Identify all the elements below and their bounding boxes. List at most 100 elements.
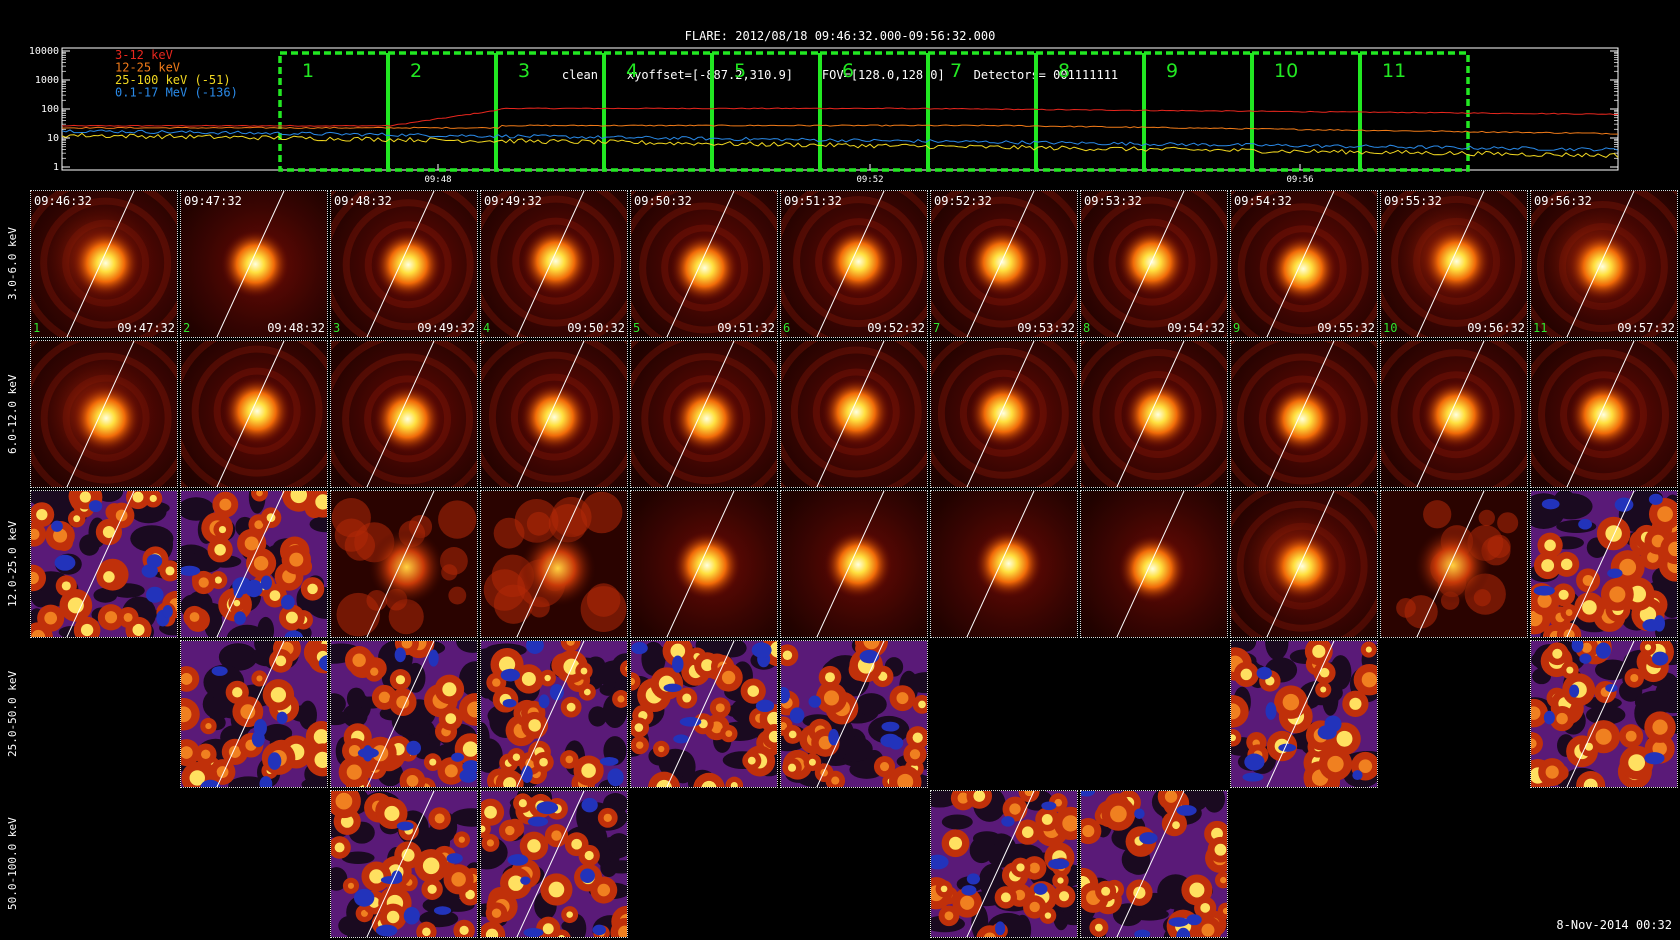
noise-dark — [346, 687, 366, 710]
noise-blue — [1134, 929, 1151, 937]
noise-blue — [859, 649, 880, 664]
solar-limb — [816, 491, 885, 637]
noise-blob-core — [863, 641, 880, 650]
noise-blob-core — [256, 491, 263, 497]
noise-blob-core — [290, 491, 308, 504]
noise-dark — [226, 624, 268, 637]
image-tile: 09:50:32 09:51:32 5 — [630, 190, 778, 338]
ring-artifact — [661, 224, 749, 312]
image-tile — [1530, 490, 1678, 638]
ring-artifact — [790, 346, 922, 478]
noise-dark — [607, 833, 627, 855]
ring-artifact — [1538, 349, 1670, 481]
y-tick-label: 1000 — [35, 75, 59, 86]
ring-artifact — [1236, 353, 1368, 485]
image-tile — [930, 790, 1078, 938]
noise-blob-core — [270, 687, 287, 703]
noise-blob-core — [254, 520, 264, 530]
noise-blob-core — [1629, 585, 1647, 603]
noise-blob-core — [1361, 672, 1377, 688]
legend-entry: 12-25 keV — [115, 61, 180, 75]
noise-blob-core — [219, 498, 232, 511]
tile-start-time: 09:53:32 — [1084, 194, 1142, 208]
source-blob — [974, 529, 1043, 598]
source-blob — [673, 531, 742, 600]
noise-blob-core — [571, 838, 583, 850]
noise-blob-core — [1172, 821, 1180, 830]
noise-blob-core — [527, 839, 541, 853]
noise-blob-core — [1358, 759, 1373, 773]
tile-image — [481, 191, 627, 337]
tile-image — [631, 341, 777, 487]
tile-image — [1081, 791, 1227, 937]
noise-blob-core — [1336, 730, 1353, 747]
noise-blob-core — [715, 703, 725, 713]
y-tick-label: 1 — [53, 162, 59, 173]
tile-end-time: 09:57:32 — [1617, 321, 1675, 335]
image-tile — [1080, 490, 1228, 638]
noise-blob-core — [307, 583, 318, 595]
noise-blob-core — [581, 763, 596, 778]
image-tile: 09:48:32 09:49:32 3 — [330, 190, 478, 338]
noise-blue — [260, 575, 272, 590]
noise-blob-core — [285, 611, 298, 624]
solar-limb — [1266, 491, 1335, 637]
noise-blob-core — [232, 687, 243, 698]
image-tile: 09:54:32 09:55:32 9 — [1230, 190, 1378, 338]
noise-blob-core — [1082, 825, 1095, 838]
interval-number: 1 — [302, 60, 314, 82]
noise-blob-core — [395, 675, 406, 685]
image-tile — [1230, 340, 1378, 488]
noise-blob-core — [102, 525, 115, 539]
noise-blue — [1543, 710, 1555, 725]
noise-blob-outer — [1018, 791, 1040, 803]
source-blob — [1118, 534, 1187, 603]
image-tile — [630, 490, 778, 638]
noise-blue — [1134, 808, 1145, 819]
image-tile: 09:56:32 09:57:32 11 — [1530, 190, 1678, 338]
noise-blob-core — [442, 682, 457, 697]
noise-blue — [318, 655, 327, 672]
solar-limb — [966, 491, 1035, 637]
tile-interval-number: 7 — [933, 321, 941, 335]
header-title: FLARE: 2012/08/18 09:46:32.000-09:56:32.… — [684, 29, 996, 43]
noise-blue — [1595, 642, 1612, 659]
solar-limb — [816, 341, 885, 487]
noise-blue — [751, 642, 772, 658]
noise-blob-core — [370, 667, 379, 676]
ring-artifact — [641, 353, 773, 485]
noise-blue — [446, 853, 463, 864]
noise-blob-outer — [725, 776, 744, 787]
noise-blob-core — [334, 842, 345, 853]
noise-blue — [523, 927, 544, 937]
noise-blue — [781, 686, 790, 704]
ring-artifact — [1258, 375, 1346, 463]
image-tile — [330, 340, 478, 488]
image-tile: 09:55:32 09:56:32 10 — [1380, 190, 1528, 338]
noise-blob-core — [558, 934, 565, 937]
ring-artifact — [1114, 371, 1202, 459]
noise-blob-core — [618, 925, 627, 937]
noise-blob-core — [205, 722, 212, 730]
ring-artifact — [815, 218, 903, 306]
noise-blob-core — [1057, 877, 1064, 884]
tile-image — [931, 491, 1077, 637]
noise-blue — [433, 906, 452, 915]
noise-patch — [438, 500, 477, 539]
tile-image — [1081, 341, 1227, 487]
noise-dark — [855, 693, 887, 716]
ring-artifact — [512, 217, 600, 305]
noise-blob-core — [422, 857, 440, 875]
image-tile — [30, 490, 178, 638]
noise-blob-core — [1556, 712, 1568, 725]
noise-patch — [551, 496, 592, 538]
image-tile — [1380, 490, 1528, 638]
noise-blob-core — [701, 780, 717, 787]
noise-blob-core — [565, 755, 574, 764]
tile-image — [631, 641, 777, 787]
noise-blob-core — [218, 525, 227, 534]
solar-limb — [516, 791, 585, 937]
noise-blob-core — [491, 908, 502, 918]
ring-artifact — [1560, 371, 1648, 459]
noise-patch — [1423, 500, 1452, 529]
